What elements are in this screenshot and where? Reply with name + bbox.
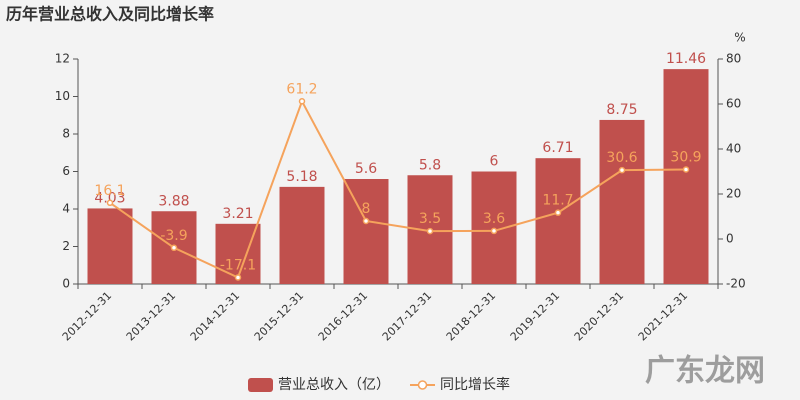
line-value-label: 11.7 (542, 193, 573, 209)
bar-value-label: 5.8 (419, 157, 441, 173)
line-point (106, 199, 114, 207)
y2-tick-label: 20 (726, 187, 741, 201)
bar-value-label: 11.46 (666, 51, 706, 67)
bar (279, 186, 325, 284)
line-value-label: 30.9 (670, 149, 701, 165)
bar-value-label: 4.03 (94, 190, 125, 206)
line-point (170, 244, 178, 252)
bar (535, 158, 581, 284)
line-point (362, 217, 370, 225)
bar-value-label: 5.18 (286, 169, 317, 185)
line-value-label: 30.6 (606, 150, 637, 166)
y-tick-label: 12 (55, 52, 70, 66)
line-value-label: 3.5 (419, 211, 441, 227)
bar-value-label: 8.75 (606, 102, 637, 118)
line-value-label: -3.9 (160, 228, 187, 244)
bar-value-label: 3.88 (158, 193, 189, 209)
y2-unit: % (734, 31, 745, 45)
y-tick-label: 6 (62, 164, 70, 178)
legend-label: 营业总收入（亿） (278, 377, 390, 393)
line-value-label: 3.6 (483, 211, 505, 227)
y-tick-label: 4 (62, 202, 70, 216)
y-tick-label: 10 (55, 89, 70, 103)
line-point (426, 227, 434, 235)
line-point (234, 274, 242, 281)
bar (343, 179, 389, 284)
chart-title: 历年营业总收入及同比增长率 (6, 5, 214, 24)
bar-value-label: 3.21 (222, 206, 253, 222)
bar (599, 119, 645, 284)
line-point (682, 166, 690, 173)
y-tick-label: 0 (62, 277, 70, 291)
legend-swatch (248, 378, 273, 392)
line-point (490, 227, 498, 235)
watermark: 广东龙网 (645, 354, 765, 389)
legend-swatch-point (417, 380, 428, 390)
line (109, 98, 687, 279)
line-point (298, 98, 306, 105)
line-point (554, 209, 562, 216)
bar-value-label: 6.71 (542, 140, 573, 156)
line-value-label: 61.2 (286, 81, 317, 97)
line-value-label: 8 (362, 201, 371, 217)
y2-tick-label: 80 (726, 52, 741, 66)
bar (87, 208, 133, 284)
bar-value-label: 6 (490, 154, 499, 170)
line-value-label: 16.1 (94, 183, 125, 199)
line-value-label: -17.1 (220, 257, 256, 273)
y-tick-label: 8 (62, 127, 70, 141)
bar (663, 69, 709, 284)
y2-tick-label: -20 (726, 277, 746, 291)
y-tick-label: 2 (62, 239, 70, 253)
bar-value-label: 5.6 (355, 161, 377, 177)
y2-tick-label: 60 (726, 97, 741, 111)
legend-label: 同比增长率 (440, 376, 510, 393)
y2-tick-label: 40 (726, 142, 741, 156)
y2-tick-label: 0 (726, 232, 734, 246)
line-point (618, 166, 626, 174)
